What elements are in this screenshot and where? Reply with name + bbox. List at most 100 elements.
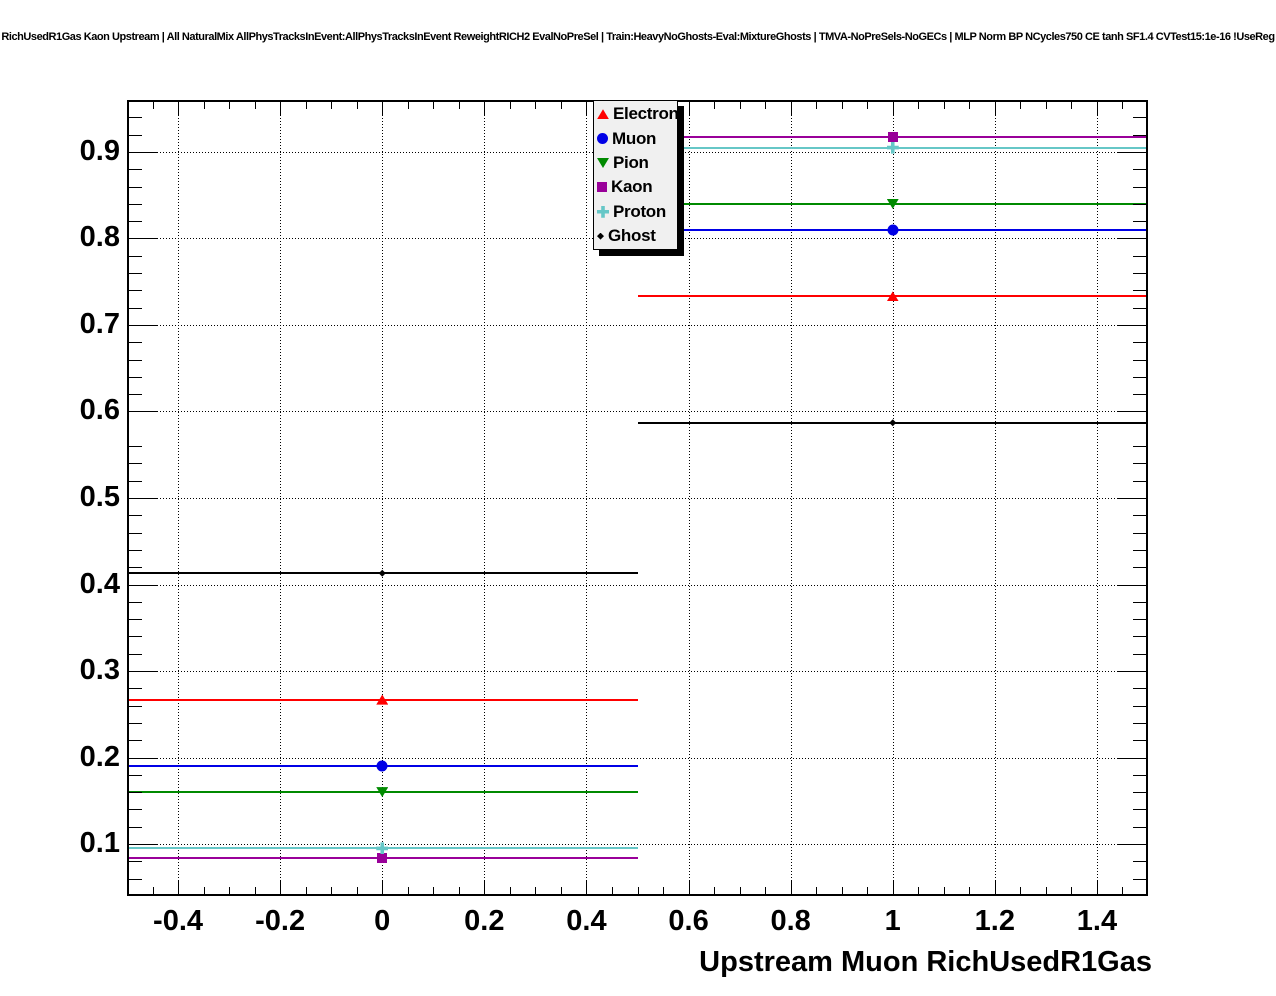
- y-tick-left: [127, 532, 142, 534]
- x-tick-top: [203, 100, 205, 109]
- x-tick-label: 0.6: [668, 905, 709, 937]
- y-tick-left: [127, 411, 157, 413]
- y-tick-left: [127, 515, 142, 517]
- y-tick-left: [127, 549, 142, 551]
- y-tick-right: [1133, 567, 1148, 569]
- diamond-marker-icon: [597, 232, 604, 240]
- x-axis-title: Upstream Muon RichUsedR1Gas: [699, 946, 1152, 978]
- x-tick-top: [331, 100, 333, 109]
- y-tick-left: [127, 117, 142, 119]
- y-tick-left: [127, 844, 157, 846]
- x-tick-bottom: [280, 880, 282, 896]
- legend-item-kaon: Kaon: [597, 175, 677, 199]
- y-tick-left: [127, 498, 157, 499]
- x-tick-bottom: [254, 887, 256, 896]
- y-tick-left: [127, 722, 142, 724]
- triangle-up-marker-icon: [597, 109, 609, 120]
- y-tick-right: [1118, 151, 1148, 153]
- y-tick-right: [1133, 307, 1148, 309]
- x-tick-label: 1: [884, 905, 901, 937]
- y-tick-right: [1133, 705, 1148, 707]
- x-tick-bottom: [892, 880, 894, 896]
- y-tick-right: [1133, 255, 1148, 257]
- y-tick-right: [1133, 809, 1148, 811]
- y-tick-left: [127, 238, 157, 240]
- y-gridline: [127, 757, 1148, 759]
- x-tick-top: [1071, 100, 1073, 109]
- x-tick-bottom: [688, 880, 690, 896]
- y-tick-right: [1133, 446, 1148, 448]
- y-tick-right: [1118, 411, 1148, 413]
- y-tick-right: [1118, 844, 1148, 846]
- x-tick-bottom: [305, 887, 307, 896]
- x-tick-top: [841, 100, 843, 109]
- y-tick-right: [1133, 792, 1148, 794]
- x-tick-bottom: [458, 887, 460, 896]
- triangle-down-marker-icon: [597, 157, 609, 168]
- y-tick-right: [1133, 619, 1148, 621]
- y-tick-left: [127, 601, 142, 603]
- y-tick-right: [1133, 774, 1148, 776]
- legend-label: Kaon: [611, 177, 653, 197]
- x-tick-top: [790, 100, 792, 116]
- y-tick-left: [127, 359, 142, 361]
- x-tick-top: [867, 100, 869, 109]
- legend-label: Pion: [613, 152, 649, 172]
- y-tick-right: [1133, 861, 1148, 863]
- y-tick-right: [1133, 826, 1148, 828]
- y-tick-left: [127, 757, 157, 759]
- x-tick-bottom: [509, 887, 511, 896]
- x-tick-top: [1020, 100, 1022, 109]
- x-tick-bottom: [356, 887, 358, 896]
- y-tick-label: 0.7: [79, 307, 120, 340]
- x-tick-label: 0: [374, 905, 391, 937]
- y-tick-left: [127, 463, 142, 465]
- y-tick-left: [127, 774, 142, 776]
- x-tick-top: [535, 100, 537, 109]
- x-tick-top: [586, 100, 588, 116]
- y-tick-left: [127, 792, 142, 794]
- y-tick-right: [1133, 342, 1148, 344]
- x-tick-bottom: [331, 887, 333, 896]
- x-tick-top: [918, 100, 920, 109]
- legend-item-pion: Pion: [597, 151, 677, 175]
- x-tick-bottom: [407, 887, 409, 896]
- x-tick-label: -0.2: [255, 905, 306, 937]
- y-tick-left: [127, 255, 142, 257]
- y-tick-label: 0.1: [79, 827, 120, 860]
- x-tick-top: [229, 100, 231, 109]
- x-tick-bottom: [816, 887, 818, 896]
- x-tick-bottom: [663, 887, 665, 896]
- y-tick-right: [1133, 722, 1148, 724]
- series-marker-kaon: [887, 132, 898, 143]
- y-tick-left: [127, 584, 157, 586]
- square-marker-icon: [597, 182, 607, 193]
- x-tick-bottom: [586, 880, 588, 896]
- y-tick-right: [1133, 203, 1148, 205]
- series-marker-electron: [886, 291, 899, 302]
- y-tick-left: [127, 151, 157, 153]
- y-tick-left: [127, 809, 142, 811]
- y-gridline: [127, 498, 1148, 499]
- y-tick-right: [1133, 273, 1148, 275]
- y-gridline: [127, 584, 1148, 586]
- y-tick-right: [1133, 169, 1148, 171]
- y-tick-left: [127, 567, 142, 569]
- x-tick-bottom: [152, 887, 154, 896]
- x-tick-label: 1.2: [974, 905, 1016, 937]
- y-tick-left: [127, 324, 157, 326]
- series-marker-pion: [376, 787, 389, 798]
- x-tick-label: 0.8: [770, 905, 811, 937]
- x-tick-top: [305, 100, 307, 109]
- series-marker-muon: [887, 224, 899, 236]
- y-tick-right: [1133, 532, 1148, 534]
- x-tick-top: [560, 100, 562, 109]
- y-tick-right: [1118, 757, 1148, 759]
- series-marker-ghost: [889, 419, 897, 427]
- x-tick-label: -0.4: [153, 905, 204, 937]
- y-tick-label: 0.6: [79, 394, 120, 427]
- x-tick-top: [714, 100, 716, 109]
- x-tick-bottom: [841, 887, 843, 896]
- x-tick-bottom: [382, 880, 384, 896]
- y-tick-right: [1118, 671, 1148, 673]
